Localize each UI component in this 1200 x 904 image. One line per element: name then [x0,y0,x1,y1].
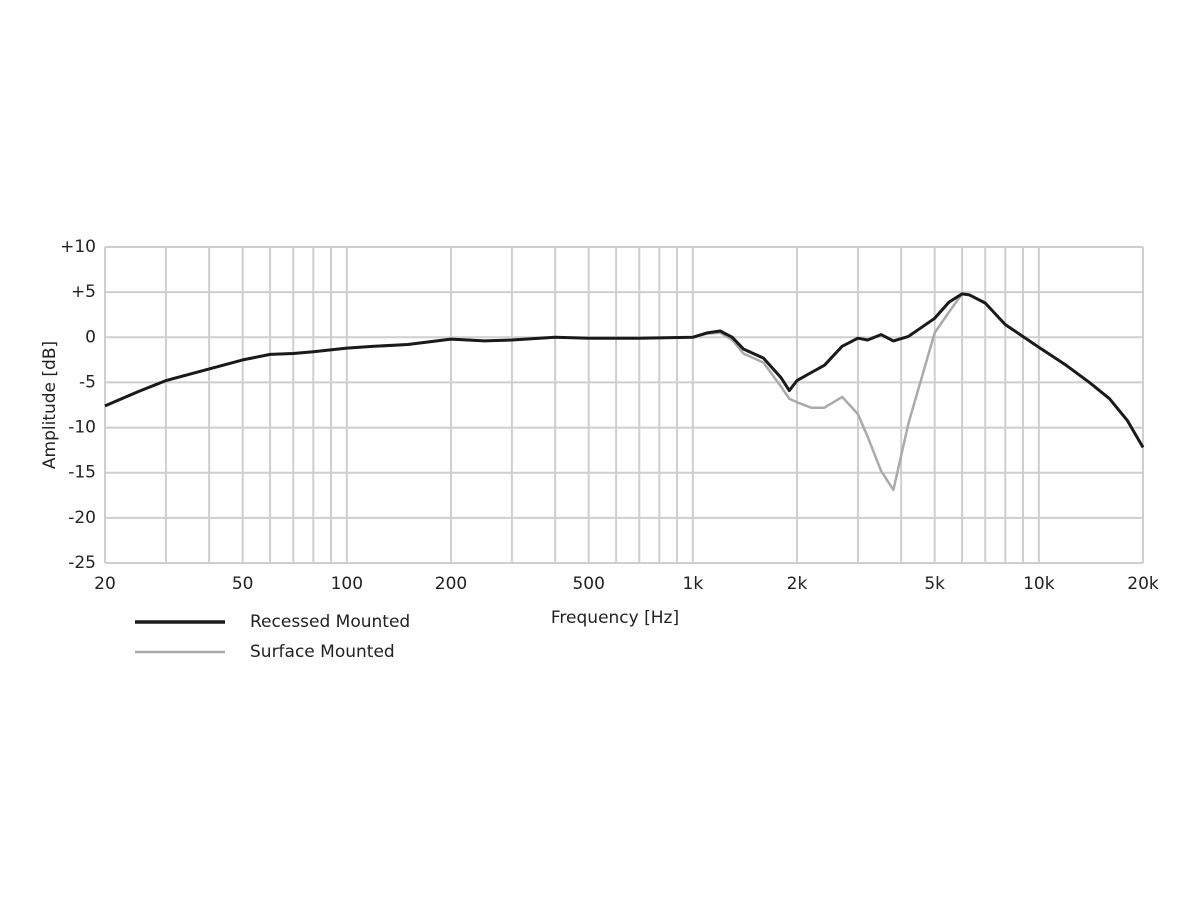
y-tick-label: -5 [79,372,96,392]
y-tick-label: -25 [68,553,96,573]
x-tick-label: 1k [683,574,704,594]
y-tick-label: 0 [85,327,96,347]
y-tick-label: -20 [68,508,96,528]
x-tick-label: 20k [1127,574,1159,594]
x-tick-label: 10k [1023,574,1055,594]
y-tick-label: +5 [71,282,96,302]
x-tick-label: 500 [572,574,604,594]
legend-label: Surface Mounted [250,642,395,662]
x-tick-label: 2k [787,574,808,594]
y-tick-label: -10 [68,418,96,438]
x-tick-label: 200 [435,574,467,594]
data-line [104,292,1145,449]
y-tick-label: +10 [60,237,96,257]
x-axis-label: Frequency [Hz] [551,608,679,628]
legend-label: Recessed Mounted [250,612,410,632]
y-axis-label: Amplitude [dB] [40,341,60,469]
x-tick-label: 5k [924,574,945,594]
y-tick-label: -15 [68,463,96,483]
data-line [104,292,1145,492]
x-tick-label: 100 [331,574,363,594]
x-tick-label: 20 [94,574,116,594]
x-tick-label: 50 [232,574,254,594]
